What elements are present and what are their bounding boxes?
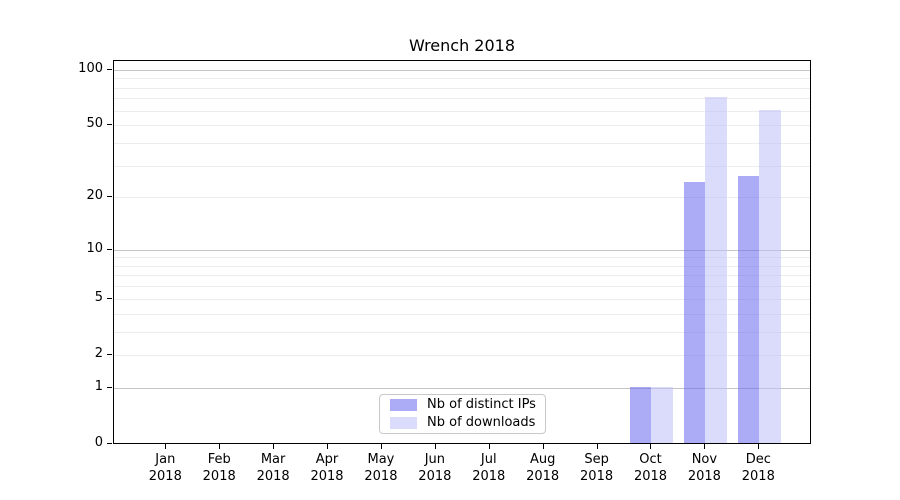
minor-gridline	[114, 165, 810, 167]
downloads-swatch-icon	[390, 417, 417, 429]
distinct-ips-swatch-icon	[390, 399, 417, 411]
x-axis-tick-label: Nov 2018	[687, 452, 721, 484]
minor-gridline	[114, 265, 810, 267]
minor-gridline	[114, 98, 810, 100]
legend: Nb of distinct IPs Nb of downloads	[379, 394, 546, 434]
minor-gridline	[114, 286, 810, 288]
y-axis-tick-label: 0	[94, 435, 103, 450]
bar-dec-downloads	[759, 109, 781, 443]
major-gridline	[114, 69, 810, 71]
bar-dec-distinct-ips	[737, 175, 760, 443]
x-axis-tick-label: Aug 2018	[526, 452, 560, 484]
minor-gridline	[114, 331, 810, 333]
x-tick	[488, 444, 490, 449]
minor-gridline	[114, 275, 810, 277]
minor-gridline	[114, 313, 810, 315]
legend-item-downloads: Nb of downloads	[390, 416, 535, 430]
y-axis-tick-label: 2	[94, 345, 103, 361]
legend-label-downloads: Nb of downloads	[427, 415, 536, 430]
minor-gridline	[114, 354, 810, 356]
major-gridline	[114, 387, 810, 389]
minor-gridline	[114, 197, 810, 199]
x-axis-tick-label: Mar 2018	[256, 452, 290, 484]
minor-gridline	[114, 142, 810, 144]
x-tick	[327, 444, 329, 449]
x-tick	[704, 444, 706, 449]
x-axis-tick-label: Apr 2018	[310, 452, 344, 484]
y-tick	[107, 353, 112, 355]
x-axis-tick-label: May 2018	[364, 452, 398, 484]
y-tick	[107, 443, 112, 444]
x-tick	[165, 444, 167, 449]
y-axis-tick-label: 20	[86, 188, 103, 204]
x-axis-tick-label: Jan 2018	[148, 452, 182, 484]
chart-title: Wrench 2018	[408, 36, 516, 55]
y-axis-tick-label: 1	[94, 378, 103, 394]
y-axis-tick-label: 100	[78, 60, 103, 76]
y-axis-tick-label: 50	[86, 116, 103, 132]
x-axis-tick-label: Jul 2018	[472, 452, 506, 484]
minor-gridline	[114, 87, 810, 89]
minor-gridline	[114, 78, 810, 80]
x-tick	[542, 444, 544, 449]
plot-area: Nb of distinct IPs Nb of downloads	[113, 60, 811, 444]
x-tick	[758, 444, 760, 449]
minor-gridline	[114, 298, 810, 300]
y-tick	[107, 297, 112, 299]
x-tick	[650, 444, 652, 449]
legend-label-distinct-ips: Nb of distinct IPs	[427, 397, 536, 412]
x-tick	[380, 444, 382, 449]
bar-nov-distinct-ips	[683, 182, 706, 443]
y-axis-tick-label: 10	[86, 240, 103, 256]
x-tick	[273, 444, 275, 449]
bar-nov-downloads	[705, 97, 727, 443]
x-axis-tick-label: Sep 2018	[580, 452, 614, 484]
y-tick	[107, 386, 112, 388]
y-tick	[107, 248, 112, 250]
x-tick	[596, 444, 598, 449]
y-tick	[107, 68, 112, 70]
x-tick	[219, 444, 221, 449]
x-axis-tick-label: Oct 2018	[633, 452, 668, 484]
bar-oct-distinct-ips	[629, 386, 652, 443]
minor-gridline	[114, 125, 810, 127]
x-axis-tick-label: Dec 2018	[741, 452, 775, 484]
x-axis-tick-label: Jun 2018	[418, 452, 452, 484]
y-tick	[107, 196, 112, 198]
minor-gridline	[114, 110, 810, 112]
legend-item-distinct-ips: Nb of distinct IPs	[390, 397, 536, 412]
y-axis-tick-label: 5	[94, 289, 103, 305]
x-tick	[434, 444, 436, 449]
x-axis-tick-label: Feb 2018	[202, 452, 236, 484]
bar-oct-downloads	[651, 386, 673, 443]
major-gridline	[114, 249, 810, 251]
y-tick	[107, 124, 112, 126]
minor-gridline	[114, 257, 810, 259]
